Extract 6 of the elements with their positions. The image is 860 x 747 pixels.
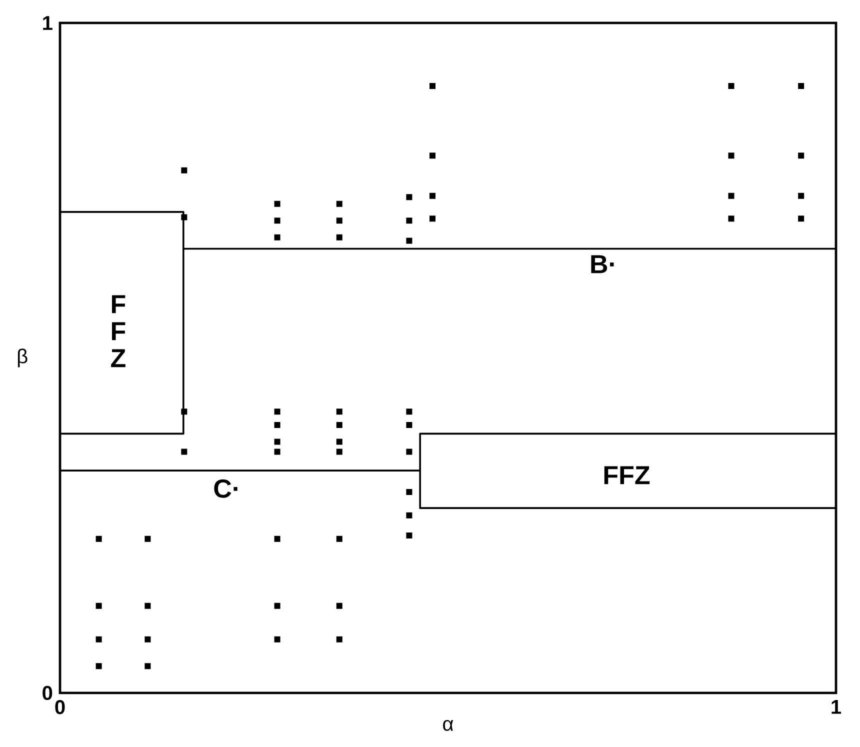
annotation: C·: [214, 479, 238, 498]
annotation: B·: [591, 255, 614, 274]
annotation: F F Z: [111, 295, 126, 368]
annotation: FFZ: [604, 466, 650, 484]
y-axis-title: β: [18, 348, 28, 368]
x-axis-title: α: [443, 720, 454, 731]
